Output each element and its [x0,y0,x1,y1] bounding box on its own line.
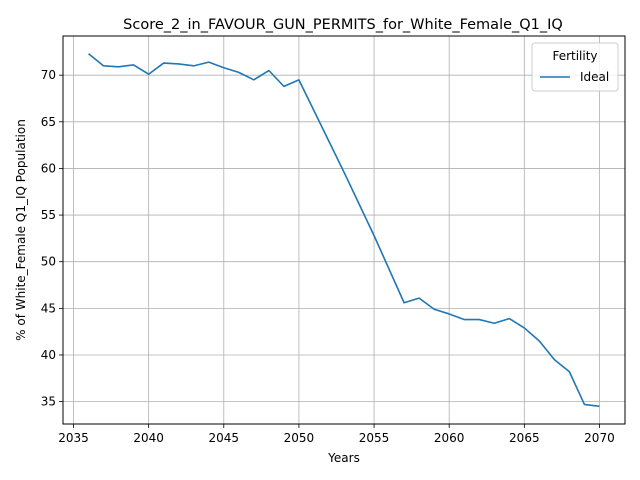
y-tick-label: 65 [41,115,56,129]
x-tick-label: 2065 [509,431,540,445]
y-tick-label: 40 [41,348,56,362]
x-axis-label: Years [327,451,360,465]
y-tick-label: 70 [41,68,56,82]
plot-frame [62,35,626,425]
y-tick-label: 55 [41,208,56,222]
series-layer [88,53,600,408]
x-tick-label: 2045 [209,431,240,445]
legend: Fertility Ideal [531,42,619,92]
y-tick-label: 50 [41,255,56,269]
y-tick-label: 45 [41,301,56,315]
y-tick-label: 60 [41,161,56,175]
y-axis: 35 40 45 50 55 60 65 70 [41,68,63,409]
x-tick-label: 2070 [584,431,615,445]
grid-lines [63,36,625,424]
x-tick-label: 2060 [434,431,465,445]
series-line-ideal [88,53,600,408]
y-axis-label: % of White_Female Q1_IQ Population [14,119,28,341]
x-tick-label: 2040 [133,431,164,445]
y-tick-label: 35 [41,395,56,409]
legend-box [531,42,619,92]
x-tick-label: 2035 [58,431,89,445]
x-axis: 2035 2040 2045 2050 2055 2060 2065 2070 [58,424,615,445]
legend-title: Fertility [552,49,597,63]
legend-label-ideal: Ideal [580,70,609,84]
x-tick-label: 2050 [284,431,315,445]
x-tick-label: 2055 [359,431,390,445]
chart-title: Score_2_in_FAVOUR_GUN_PERMITS_for_White_… [123,17,563,33]
